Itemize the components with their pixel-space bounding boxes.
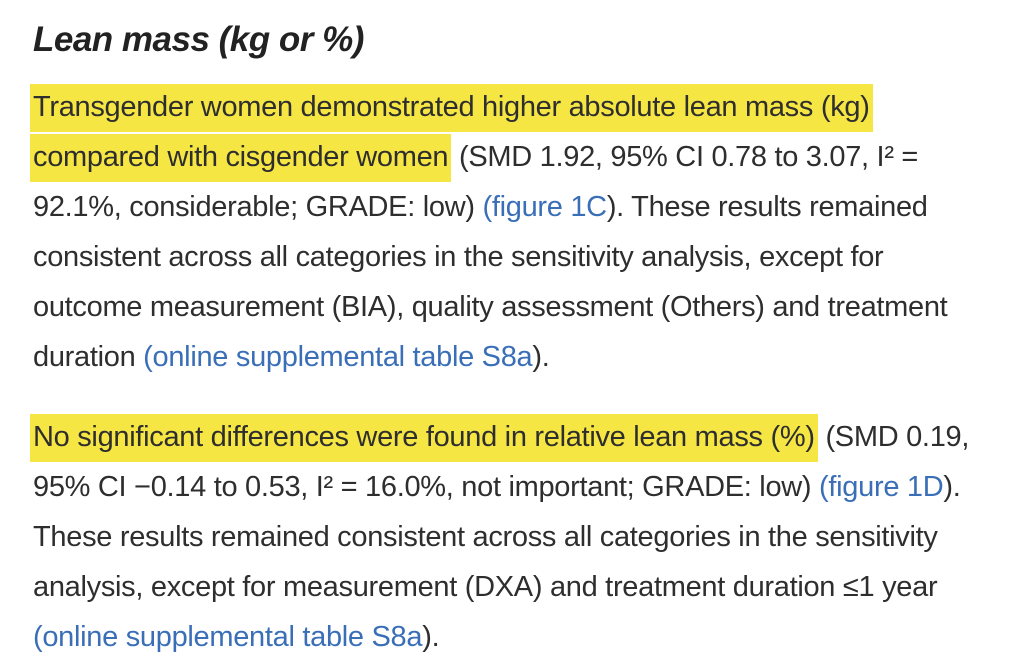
body-text: ). These results remained consistent acr… — [33, 471, 961, 603]
figure-1d-link[interactable]: (figure 1D — [819, 471, 944, 503]
section-heading: Lean mass (kg or %) — [33, 20, 364, 59]
body-text: (SMD 1.92, 95% CI 0.78 to 3.07, I² = 92.… — [33, 141, 919, 223]
body-text: ). These results remained consistent acr… — [33, 191, 948, 373]
body-text: (SMD 0.19, 95% CI −0.14 to 0.53, I² = 16… — [33, 421, 970, 503]
paragraph-lean-mass-absolute: Transgender women demonstrated higher ab… — [30, 82, 988, 382]
figure-1c-link[interactable]: (figure 1C — [482, 191, 607, 223]
highlighted-text: No significant differences were found in… — [30, 414, 818, 462]
supplemental-table-s8a-link[interactable]: (online supplemental table S8a — [143, 341, 533, 373]
body-text: ). — [422, 621, 440, 653]
body-text: ). — [532, 341, 550, 373]
paragraph-lean-mass-relative: No significant differences were found in… — [30, 412, 988, 662]
supplemental-table-s8a-link[interactable]: (online supplemental table S8a — [33, 621, 423, 653]
